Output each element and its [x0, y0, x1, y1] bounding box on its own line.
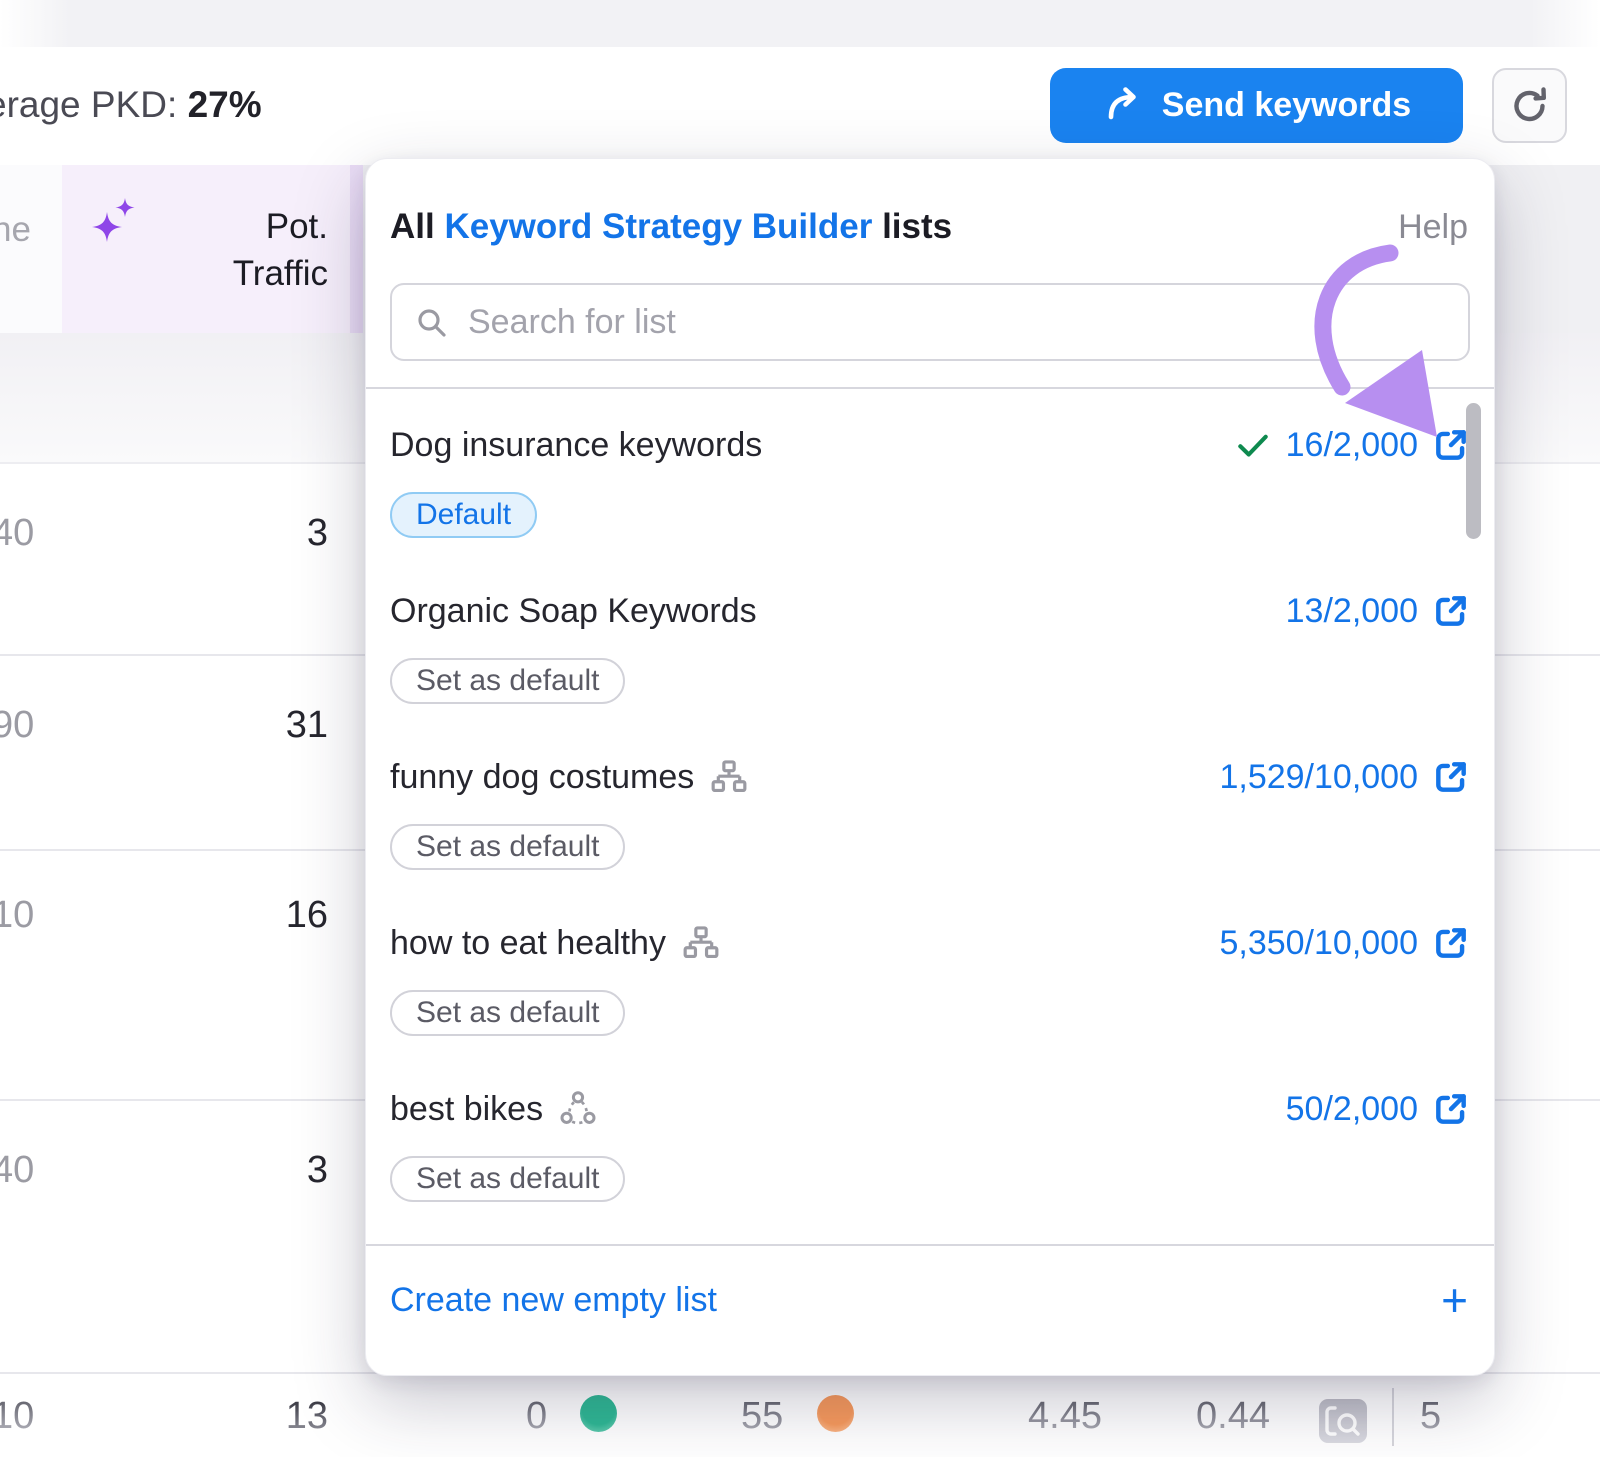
- orange-status-dot: [817, 1395, 854, 1432]
- table-cell-pot-traffic: 31: [285, 704, 328, 746]
- external-link-icon[interactable]: [1432, 426, 1470, 464]
- table-cell-left: 90: [0, 704, 35, 746]
- list-item: funny dog costumes 1,529/10,000: [390, 755, 1470, 799]
- pot-traffic-column-highlight: [62, 165, 350, 333]
- keyword-lists-popup: All Keyword Strategy Builder lists Help …: [365, 158, 1495, 1376]
- refresh-button[interactable]: [1492, 68, 1567, 143]
- sitemap-icon: [711, 760, 747, 793]
- create-new-list-link[interactable]: Create new empty list: [390, 1280, 717, 1319]
- list-item-name[interactable]: how to eat healthy: [390, 924, 720, 963]
- bottom-cell-results: 5: [1420, 1395, 1442, 1437]
- check-icon: [1237, 434, 1268, 457]
- keyword-lists: Dog insurance keywords 16/2,000 Default: [366, 389, 1494, 1202]
- table-cell-pot-traffic: 3: [306, 1149, 328, 1191]
- external-link-icon[interactable]: [1432, 924, 1470, 962]
- list-item-name[interactable]: best bikes: [390, 1090, 597, 1129]
- set-as-default-button[interactable]: Set as default: [390, 658, 626, 704]
- list-search: [390, 283, 1470, 361]
- pot-traffic-column-edge: [350, 165, 363, 333]
- list-item: Organic Soap Keywords 13/2,000: [390, 589, 1470, 633]
- popup-footer: Create new empty list +: [366, 1274, 1494, 1326]
- forward-arrow-icon: [1108, 86, 1136, 119]
- list-item: best bikes 50/2,000: [390, 1087, 1470, 1131]
- set-as-default-button[interactable]: Set as default: [390, 990, 626, 1036]
- pot-traffic-column-header: Pot. Traffic: [232, 207, 328, 293]
- external-link-icon[interactable]: [1432, 592, 1470, 630]
- bottom-cell-metric: 0: [526, 1395, 548, 1437]
- popup-divider: [366, 387, 1494, 389]
- popup-scrollbar[interactable]: [1466, 403, 1481, 539]
- table-cell-pot-traffic: 16: [285, 894, 328, 936]
- help-link[interactable]: Help: [1398, 208, 1468, 246]
- bottom-cell-pot-traffic: 13: [188, 1395, 328, 1438]
- external-link-icon[interactable]: [1432, 1090, 1470, 1128]
- external-link-icon[interactable]: [1432, 758, 1470, 796]
- plus-icon[interactable]: +: [1441, 1274, 1468, 1326]
- average-pkd-value: 27%: [187, 84, 262, 125]
- sitemap-icon: [683, 926, 719, 959]
- cluster-icon: [560, 1091, 596, 1125]
- bottom-cell-com: 0.44: [1130, 1395, 1270, 1438]
- top-toolbar-strip: [0, 0, 1600, 47]
- bottom-cell-left: 10: [0, 1395, 34, 1438]
- popup-title: All Keyword Strategy Builder lists: [390, 207, 953, 246]
- list-item: how to eat healthy 5,350/10,000: [390, 921, 1470, 965]
- default-badge: Default: [390, 492, 538, 538]
- column-separator: [1392, 1388, 1394, 1446]
- list-count-link[interactable]: 16/2,000: [1285, 425, 1418, 464]
- serp-features-icon: [1319, 1399, 1367, 1443]
- send-keywords-label: Send keywords: [1161, 86, 1412, 124]
- list-count-link[interactable]: 5,350/10,000: [1219, 923, 1418, 962]
- table-cell-left: 10: [0, 894, 35, 936]
- list-item: Dog insurance keywords 16/2,000: [390, 423, 1470, 467]
- table-header-left: [0, 165, 62, 333]
- search-input[interactable]: [390, 283, 1470, 361]
- list-count-link[interactable]: 50/2,000: [1285, 1089, 1418, 1128]
- send-keywords-button[interactable]: Send keywords: [1050, 68, 1463, 143]
- list-count-link[interactable]: 13/2,000: [1285, 591, 1418, 630]
- clipped-column-header: ne: [0, 210, 31, 249]
- bottom-cell-cpc: 4.45: [960, 1395, 1102, 1438]
- list-item-name[interactable]: Organic Soap Keywords: [390, 591, 757, 630]
- ai-sparkles-icon: [92, 198, 135, 242]
- popup-header: All Keyword Strategy Builder lists Help: [366, 159, 1494, 249]
- table-cell-pot-traffic: 3: [306, 512, 328, 554]
- bottom-cell-metric: 55: [741, 1395, 784, 1437]
- refresh-icon: [1513, 86, 1546, 121]
- green-status-dot: [580, 1395, 617, 1432]
- popup-footer-divider: [366, 1244, 1494, 1246]
- list-count-link[interactable]: 1,529/10,000: [1219, 757, 1418, 796]
- list-item-name[interactable]: funny dog costumes: [390, 758, 748, 797]
- keyword-strategy-builder-link[interactable]: Keyword Strategy Builder: [444, 207, 873, 246]
- set-as-default-button[interactable]: Set as default: [390, 1156, 626, 1202]
- average-pkd-label: erage PKD:: [0, 84, 178, 125]
- table-cell-left: 40: [0, 512, 35, 554]
- search-icon: [418, 309, 446, 337]
- list-item-name[interactable]: Dog insurance keywords: [390, 425, 763, 464]
- average-pkd-text: erage PKD: 27%: [0, 84, 262, 126]
- set-as-default-button[interactable]: Set as default: [390, 824, 626, 870]
- table-cell-left: 40: [0, 1149, 35, 1191]
